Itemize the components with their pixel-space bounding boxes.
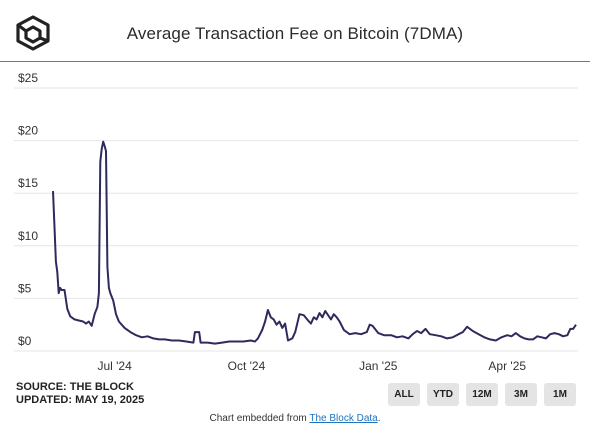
x-tick-label: Jan '25 [359, 359, 398, 373]
the-block-data-link[interactable]: The Block Data [309, 413, 378, 424]
range-button-all[interactable]: ALL [388, 383, 420, 406]
chart-title: Average Transaction Fee on Bitcoin (7DMA… [126, 24, 464, 43]
y-tick-label: $0 [18, 334, 32, 348]
header-divider [0, 61, 590, 62]
x-tick-label: Oct '24 [228, 359, 266, 373]
y-tick-label: $5 [18, 281, 32, 295]
range-button-ytd[interactable]: YTD [427, 383, 459, 406]
range-button-3m[interactable]: 3M [505, 383, 537, 406]
series-line-avg-transaction-fee [52, 140, 577, 345]
y-axis-ticks: $0 $5 $10 $15 $20 $25 [18, 71, 38, 348]
x-tick-label: Jul '24 [97, 359, 132, 373]
embed-suffix: . [377, 413, 381, 424]
source-text: SOURCE: THE BLOCK [16, 381, 134, 393]
embed-note: Chart embedded from The Block Data. [0, 413, 590, 424]
range-button-1m[interactable]: 1M [544, 383, 576, 406]
y-tick-label: $10 [18, 229, 38, 243]
chart-header: Average Transaction Fee on Bitcoin (7DMA… [0, 0, 590, 61]
source-block: SOURCE: THE BLOCK UPDATED: MAY 19, 2025 [16, 381, 144, 407]
range-buttons: ALL YTD 12M 3M 1M [388, 383, 576, 406]
y-tick-label: $20 [18, 124, 38, 138]
the-block-cube-logo-icon [16, 15, 50, 51]
embed-prefix: Chart embedded from [209, 413, 310, 424]
range-button-12m[interactable]: 12M [466, 383, 498, 406]
x-tick-label: Apr '25 [488, 359, 526, 373]
grid-lines [14, 87, 578, 352]
y-tick-label: $25 [18, 71, 38, 85]
updated-text: UPDATED: MAY 19, 2025 [16, 394, 145, 406]
x-axis-ticks: Jul '24 Oct '24 Jan '25 Apr '25 [97, 359, 526, 373]
line-chart: $0 $5 $10 $15 $20 $25 Jul '24 Oct '24 Jan '25 Ap… [14, 71, 578, 373]
y-tick-label: $15 [18, 176, 38, 190]
